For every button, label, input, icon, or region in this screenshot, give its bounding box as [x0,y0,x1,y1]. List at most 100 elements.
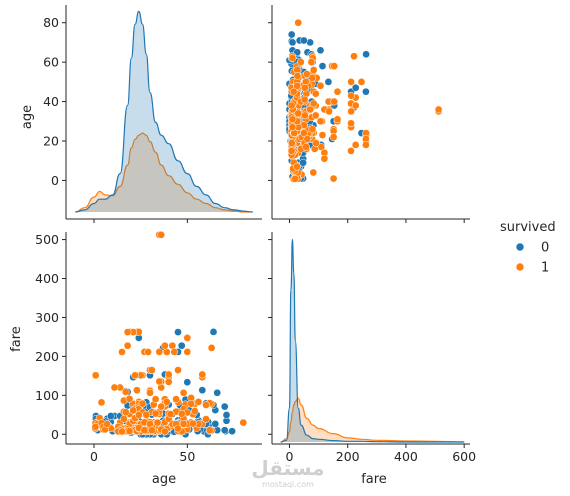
fare-x-tick-label: 600 [452,449,476,464]
scatter-point-fare-vs-age-0 [220,426,229,435]
scatter-point-fare-vs-age-1 [179,388,188,397]
age-y-tick-label: 40 [43,94,59,109]
scatter-point-age-vs-fare-1 [347,107,355,116]
scatter-point-fare-vs-age-1 [183,334,192,342]
scatter-point-age-vs-fare-0 [287,30,296,39]
panel-fare-vs-age-scatter: 0 100 200 300 400 500 0 50 [35,230,262,464]
scatter-point-age-vs-fare-1 [300,83,309,92]
kde-age-x-ticks [93,219,188,223]
fare-y-tick-label: 200 [35,349,59,364]
fare-x-tick-label: 200 [336,449,360,464]
scatter-point-age-vs-fare-1 [362,141,370,149]
scatter-point-fare-vs-age-1 [121,408,130,416]
y-axis-label-age: age [20,105,35,129]
scatter-point-fare-vs-age-1 [189,419,197,428]
scatter-point-age-vs-fare-1 [287,139,296,147]
scatter-point-fare-vs-age-0 [220,402,229,411]
scatter-point-fare-vs-age-1 [207,344,216,352]
scatter-point-age-vs-fare-1 [325,107,333,116]
scatter-point-fare-vs-age-1 [157,402,166,411]
scatter-point-fare-vs-age-1 [121,388,130,396]
legend: survived 0 1 [500,220,556,276]
scatter-point-fare-vs-age-1 [142,410,151,419]
scatter-point-age-vs-fare-1 [303,135,312,143]
scatter-point-fare-vs-age-1 [91,422,100,431]
scatter-point-fare-vs-age-1 [97,398,106,407]
scatter-point-fare-vs-age-1 [120,415,128,423]
scatter-point-age-vs-fare-1 [318,131,327,139]
kde-fare-areas [280,238,465,443]
age-y-tick-label: 60 [43,55,59,70]
scatter-point-age-vs-fare-0 [362,50,370,59]
scatter-point-age-vs-fare-0 [362,87,370,96]
scatter-point-age-vs-fare-1 [287,101,296,110]
scatter-point-age-vs-fare-1 [316,81,325,90]
scatter-point-age-vs-fare-1 [287,147,296,155]
legend-entry-1: 1 [515,261,549,276]
scatter-point-fare-vs-age-1 [110,383,119,392]
scatter-age-vs-fare-ticks [268,22,465,223]
scatter-point-fare-vs-age-1 [198,370,207,379]
panel-age-kde: 0 20 40 60 80 [43,5,262,223]
scatter-point-fare-vs-age-1 [179,420,188,428]
scatter-point-age-vs-fare-1 [293,81,302,90]
scatter-point-fare-vs-age-1 [129,406,138,415]
scatter-point-fare-vs-age-1 [177,409,186,418]
scatter-point-age-vs-fare-1 [347,147,355,155]
scatter-point-age-vs-fare-0 [351,83,360,92]
panel-age-vs-fare-scatter [268,5,470,223]
scatter-point-fare-vs-age-1 [118,348,126,356]
scatter-point-age-vs-fare-1 [311,111,320,120]
scatter-point-fare-vs-age-1 [202,415,210,423]
scatter-point-age-vs-fare-1 [329,174,338,183]
panel-fare-kde: 0 200 400 600 [268,232,476,464]
age-x-tick-label: 0 [90,449,98,464]
scatter-point-fare-vs-age-1 [153,418,162,427]
scatter-point-fare-vs-age-1 [148,426,156,435]
legend-title: survived [500,220,556,235]
scatter-point-age-vs-fare-1 [333,115,342,124]
scatter-point-fare-vs-age-1 [123,341,132,350]
scatter-point-age-vs-fare-1 [309,168,318,177]
scatter-point-age-vs-fare-0 [299,158,307,167]
scatter-point-fare-vs-age-1 [202,401,210,409]
scatter-point-age-vs-fare-1 [347,119,355,128]
scatter-point-fare-vs-age-1 [131,371,139,380]
scatter-point-fare-vs-age-1 [174,366,182,374]
fare-y-tick-label: 400 [35,271,59,286]
watermark-main-text: مستقل [251,456,324,480]
x-axis-label-age: age [152,472,176,487]
age-y-ticks: 0 20 40 60 80 [43,15,66,188]
scatter-point-age-vs-fare-1 [312,139,320,147]
fare-x-ticks: 0 200 400 600 [285,444,476,464]
scatter-point-fare-vs-age-0 [222,411,231,419]
scatter-point-fare-vs-age-0 [209,328,218,336]
kde-age-area-0 [75,11,253,213]
scatter-point-fare-vs-age-0 [211,420,220,428]
scatter-point-age-vs-fare-1 [296,58,305,66]
fare-x-tick-label: 400 [394,449,418,464]
scatter-point-fare-vs-age-0 [228,427,236,436]
age-y-tick-label: 80 [43,15,59,30]
scatter-point-age-vs-fare-1 [330,97,339,106]
scatter-point-age-vs-fare-1 [301,111,309,120]
scatter-point-age-vs-fare-1 [288,54,297,63]
scatter-point-age-vs-fare-0 [324,78,333,86]
scatter-point-fare-vs-age-1 [103,420,111,428]
scatter-point-fare-vs-age-1 [172,395,180,404]
scatter-fare-vs-age-points [91,230,248,439]
scatter-age-vs-fare-points [285,18,443,183]
y-axis-label-fare: fare [9,326,24,352]
kde-age-area-1 [75,133,253,212]
kde-fare-line-1 [280,397,465,443]
scatter-point-fare-vs-age-1 [125,394,134,403]
scatter-point-fare-vs-age-1 [151,395,160,404]
age-x-tick-label: 50 [179,449,195,464]
scatter-point-age-vs-fare-1 [330,62,339,70]
scatter-point-age-vs-fare-1 [320,154,329,163]
scatter-point-age-vs-fare-0 [316,46,325,55]
scatter-point-fare-vs-age-1 [91,371,100,380]
scatter-point-age-vs-fare-0 [318,62,327,70]
